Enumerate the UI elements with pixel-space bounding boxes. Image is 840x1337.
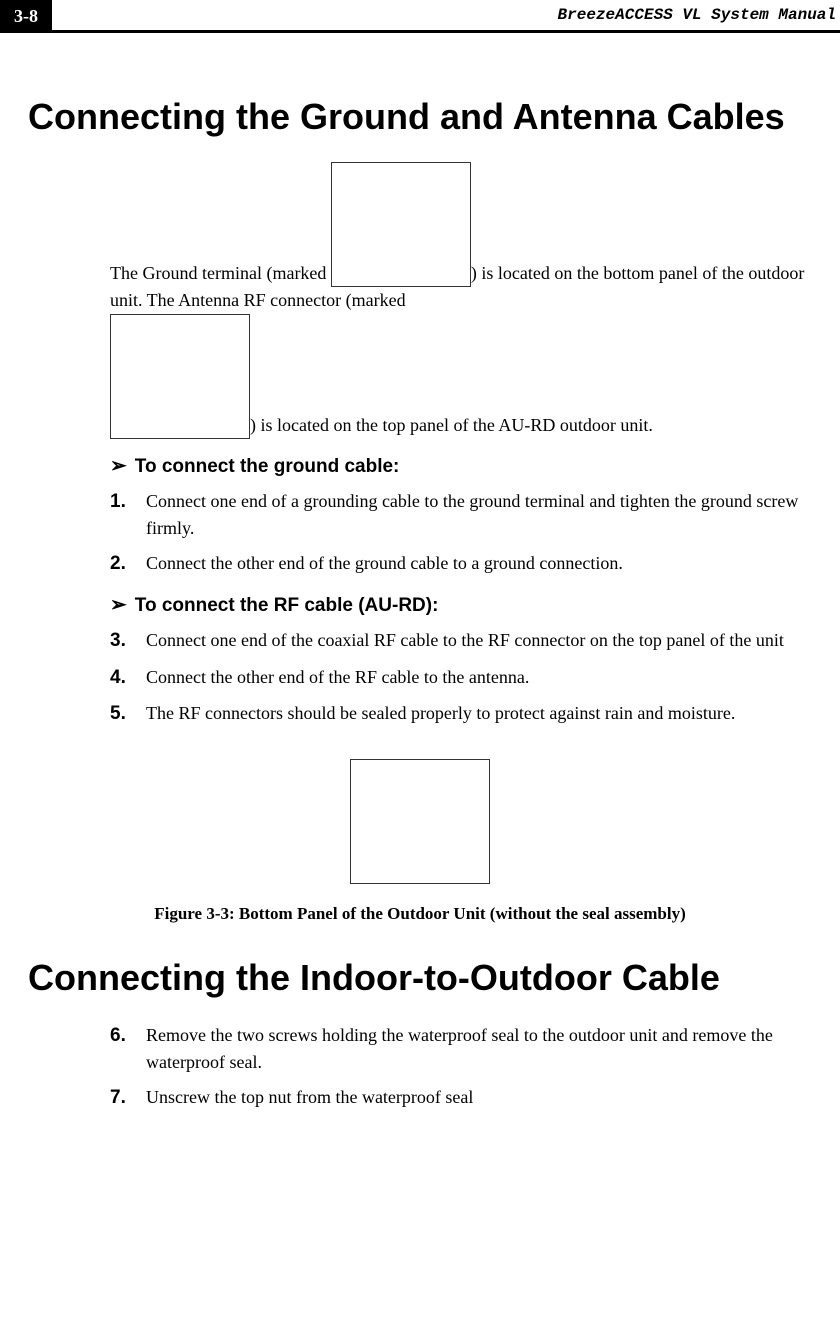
step-number: 5. (110, 700, 146, 729)
step-number: 1. (110, 488, 146, 542)
page-content: Connecting the Ground and Antenna Cables… (0, 93, 840, 1113)
arrow-icon: ➢ (110, 592, 127, 617)
document-title: BreezeACCESS VL System Manual (52, 0, 840, 33)
list-item: 3. Connect one end of the coaxial RF cab… (110, 627, 812, 656)
section-heading-ground-antenna: Connecting the Ground and Antenna Cables (28, 93, 812, 142)
step-text: The RF connectors should be sealed prope… (146, 700, 812, 729)
procedure-heading-ground: ➢ To connect the ground cable: (110, 453, 812, 478)
indoor-outdoor-steps-list: 6. Remove the two screws holding the wat… (110, 1022, 812, 1113)
intro-paragraph: The Ground terminal (marked ) is located… (110, 162, 812, 439)
list-item: 1. Connect one end of a grounding cable … (110, 488, 812, 542)
list-item: 7. Unscrew the top nut from the waterpro… (110, 1084, 812, 1113)
section-heading-indoor-outdoor: Connecting the Indoor-to-Outdoor Cable (28, 954, 812, 1003)
list-item: 2. Connect the other end of the ground c… (110, 550, 812, 579)
ground-marking-placeholder (331, 162, 471, 287)
intro-text-3: ) is located on the top panel of the AU-… (250, 415, 653, 435)
list-item: 5. The RF connectors should be sealed pr… (110, 700, 812, 729)
step-number: 2. (110, 550, 146, 579)
procedure-title-ground: To connect the ground cable: (135, 456, 400, 478)
intro-text-1: The Ground terminal (marked (110, 263, 331, 283)
figure-placeholder (350, 759, 490, 884)
step-text: Remove the two screws holding the waterp… (146, 1022, 812, 1076)
step-text: Connect one end of a grounding cable to … (146, 488, 812, 542)
procedure-title-rf: To connect the RF cable (AU-RD): (135, 595, 439, 617)
rf-steps-list: 3. Connect one end of the coaxial RF cab… (110, 627, 812, 729)
step-number: 7. (110, 1084, 146, 1113)
page-header: 3-8 BreezeACCESS VL System Manual (0, 0, 840, 33)
step-number: 6. (110, 1022, 146, 1076)
ground-steps-list: 1. Connect one end of a grounding cable … (110, 488, 812, 579)
step-text: Unscrew the top nut from the waterproof … (146, 1084, 812, 1113)
page-number: 3-8 (0, 0, 52, 33)
step-text: Connect the other end of the ground cabl… (146, 550, 812, 579)
figure-caption: Figure 3-3: Bottom Panel of the Outdoor … (28, 904, 812, 924)
step-text: Connect one end of the coaxial RF cable … (146, 627, 812, 656)
step-number: 3. (110, 627, 146, 656)
step-number: 4. (110, 664, 146, 693)
step-text: Connect the other end of the RF cable to… (146, 664, 812, 693)
list-item: 4. Connect the other end of the RF cable… (110, 664, 812, 693)
rf-marking-placeholder (110, 314, 250, 439)
arrow-icon: ➢ (110, 453, 127, 478)
list-item: 6. Remove the two screws holding the wat… (110, 1022, 812, 1076)
procedure-heading-rf: ➢ To connect the RF cable (AU-RD): (110, 592, 812, 617)
